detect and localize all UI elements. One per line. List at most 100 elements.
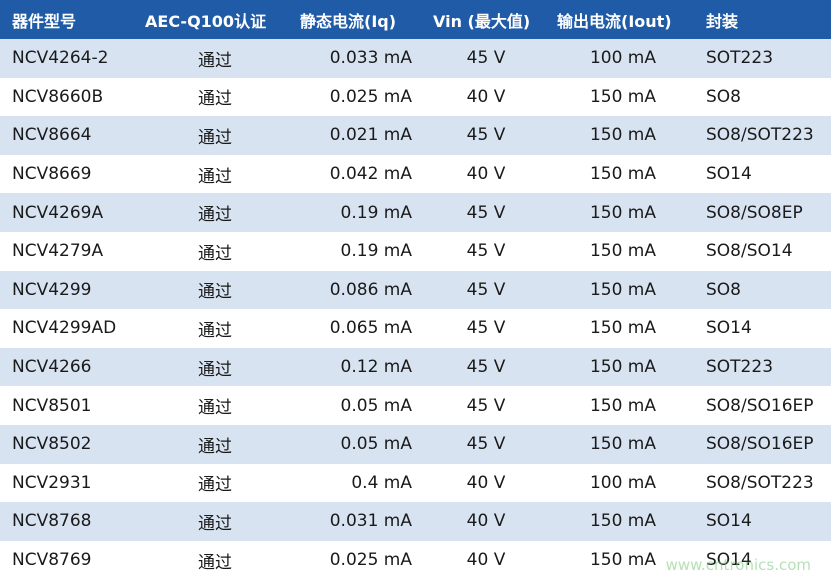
table-row: NCV4266 通过 0.12 mA 45 V 150 mA SOT223 [0,347,831,387]
table-row: NCV8660B 通过 0.025 mA 40 V 150 mA SO8 [0,77,831,117]
table-cell: 通过 [198,320,232,341]
table-row: NCV2931 通过 0.4 mA 40 V 100 mA SO8/SOT223 [0,463,831,503]
table-cell: SO8/SO8EP [706,202,803,223]
table-cell: 通过 [198,282,232,303]
table-cell: 150 mA [589,434,656,455]
table-cell: 150 mA [589,125,656,146]
table-cell: NCV4279A [12,241,104,262]
table-cell: 0.025 mA [329,86,412,107]
table-cell: NCV8502 [12,434,92,455]
table-cell: NCV8660B [12,86,104,107]
header-cell: 输出电流(Iout) [557,11,672,31]
table-cell: 通过 [198,205,232,226]
table-row: NCV8669 通过 0.042 mA 40 V 150 mA SO14 [0,154,831,194]
table-cell: 0.025 mA [329,550,412,571]
table-cell: NCV8669 [12,164,92,185]
table-cell: SO8/SO16EP [706,395,814,416]
table-cell: NCV4266 [12,357,92,378]
table-cell: SOT223 [706,48,774,69]
table-cell: NCV4299 [12,279,92,300]
table-cell: 45 V [466,357,506,378]
table-cell: 45 V [466,48,506,69]
table-row: NCV4299AD 通过 0.065 mA 45 V 150 mA SO14 [0,309,831,348]
table-cell: NCV8768 [12,511,92,532]
table-cell: NCV2931 [12,472,92,493]
watermark: www.cntronics.com [665,556,811,574]
table-cell: 通过 [198,243,232,264]
table-cell: 通过 [198,127,232,148]
table-cell: 45 V [466,241,506,262]
header-cell: AEC-Q100认证 [145,11,267,31]
table-cell: 45 V [466,202,506,223]
table-cell: SO14 [706,318,752,339]
table-cell: NCV4264-2 [12,48,109,69]
table-cell: SO8 [706,279,741,300]
table-cell: 0.19 mA [340,202,412,223]
table-cell: 40 V [466,472,506,493]
table-cell: SOT223 [706,357,774,378]
table-cell: 40 V [466,511,506,532]
table-cell: 150 mA [589,511,656,532]
table-cell: NCV8664 [12,125,92,146]
table-cell: 0.031 mA [329,511,412,532]
table-cell: 通过 [198,552,232,573]
table-cell: 150 mA [589,357,656,378]
table-cell: 45 V [466,395,506,416]
table-cell: 150 mA [589,279,656,300]
header-cell: 器件型号 [12,11,77,31]
table-cell: SO8/SOT223 [706,472,814,493]
table-cell: 通过 [198,166,232,187]
header-cell: Vin (最大值) [433,11,531,31]
table-cell: SO14 [706,164,752,185]
table-cell: 150 mA [589,164,656,185]
table-cell: 0.065 mA [329,318,412,339]
table-cell: 150 mA [589,395,656,416]
table-row: NCV4264-2 通过 0.033 mA 45 V 100 mA SOT223 [0,39,831,78]
table-cell: 0.19 mA [340,241,412,262]
table-row: NCV8769 通过 0.025 mA 40 V 150 mA SO14 [0,540,831,580]
table-cell: SO14 [706,550,752,571]
table-row: NCV4279A 通过 0.19 mA 45 V 150 mA SO8/SO14 [0,232,831,271]
table-cell: 0.042 mA [329,164,412,185]
header-row: 器件型号 AEC-Q100认证 静态电流(Iq) Vin (最大值) 输出电流(Iout… [0,0,831,39]
table-cell: SO8 [706,86,741,107]
table-cell: 40 V [466,550,506,571]
table-cell: 40 V [466,164,506,185]
table-cell: 0.086 mA [329,279,412,300]
table-cell: 通过 [198,89,232,110]
table-row: NCV4269A 通过 0.19 mA 45 V 150 mA SO8/SO8EP [0,193,831,232]
header-cell: 静态电流(Iq) [300,11,397,31]
table-row: NCV8664 通过 0.021 mA 45 V 150 mA SO8/SOT223 [0,116,831,155]
table-cell: 0.021 mA [329,125,412,146]
table-cell: SO14 [706,511,752,532]
table-row: NCV4299 通过 0.086 mA 45 V 150 mA SO8 [0,270,831,310]
table-cell: 45 V [466,125,506,146]
table-cell: SO8/SO16EP [706,434,814,455]
table-cell: NCV4269A [12,202,104,223]
table-cell: 0.12 mA [340,357,412,378]
table-cell: 通过 [198,398,232,419]
table-cell: NCV8501 [12,395,92,416]
table-cell: 150 mA [589,202,656,223]
table-row: NCV8501 通过 0.05 mA 45 V 150 mA SO8/SO16EP [0,386,831,425]
table-cell: 45 V [466,318,506,339]
table-cell: 45 V [466,279,506,300]
table-cell: 通过 [198,359,232,380]
table-cell: SO8/SOT223 [706,125,814,146]
table-cell: 45 V [466,434,506,455]
table-row: NCV8768 通过 0.031 mA 40 V 150 mA SO14 [0,502,831,541]
table-cell: NCV8769 [12,550,92,571]
table-row: NCV8502 通过 0.05 mA 45 V 150 mA SO8/SO16EP [0,425,831,464]
table-cell: 150 mA [589,86,656,107]
header-cell: 封装 [706,11,739,31]
table-cell: 40 V [466,86,506,107]
table-cell: 通过 [198,513,232,534]
table-cell: 150 mA [589,318,656,339]
table-cell: 0.05 mA [340,434,412,455]
table-cell: 100 mA [589,472,656,493]
table-cell: NCV4299AD [12,318,117,339]
table-cell: 0.05 mA [340,395,412,416]
table-cell: 通过 [198,50,232,71]
table-cell: 通过 [198,475,232,496]
